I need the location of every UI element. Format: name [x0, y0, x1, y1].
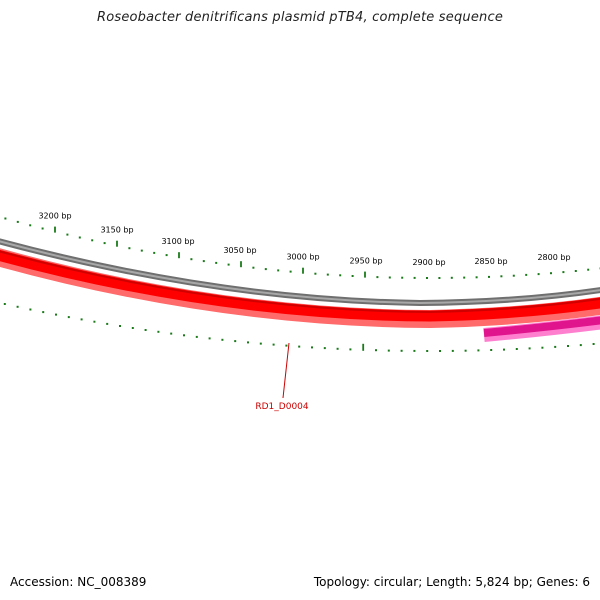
- bp-tick-labels: 3200 bp 3150 bp 3100 bp 3050 bp 3000 bp 2950 …: [38, 212, 570, 267]
- accession-label: Accession: NC_008389: [10, 575, 147, 589]
- bp-tick-label: 3000 bp: [286, 253, 319, 262]
- sequence-summary: Topology: circular; Length: 5,824 bp; Ge…: [313, 575, 590, 589]
- bp-tick-label: 3050 bp: [223, 246, 256, 255]
- bp-tick-label: 3150 bp: [100, 226, 133, 235]
- gene-label-leader-line: [282, 342, 290, 399]
- gene-band-pink[interactable]: [483, 316, 600, 337]
- page-title: Roseobacter denitrificans plasmid pTB4, …: [96, 10, 504, 25]
- bp-tick-label: 3200 bp: [38, 212, 71, 221]
- backbone-ring-highlight: [0, 240, 600, 305]
- gene-label-rd1-d0004[interactable]: RD1_D0004: [255, 402, 309, 412]
- bp-tick-label: 3100 bp: [161, 237, 194, 246]
- inner-tick-marks: [3, 303, 595, 352]
- outer-tick-marks: [4, 217, 600, 279]
- gene-band-rd1-d0004-shadow: [0, 250, 600, 314]
- bp-tick-label: 2950 bp: [349, 257, 382, 266]
- bp-tick-label: 2800 bp: [537, 253, 570, 262]
- bp-tick-label: 2850 bp: [474, 257, 507, 266]
- backbone-ring: [0, 238, 600, 307]
- gene-band-rd1-d0004[interactable]: [0, 249, 600, 322]
- bp-tick-label: 2900 bp: [412, 258, 445, 267]
